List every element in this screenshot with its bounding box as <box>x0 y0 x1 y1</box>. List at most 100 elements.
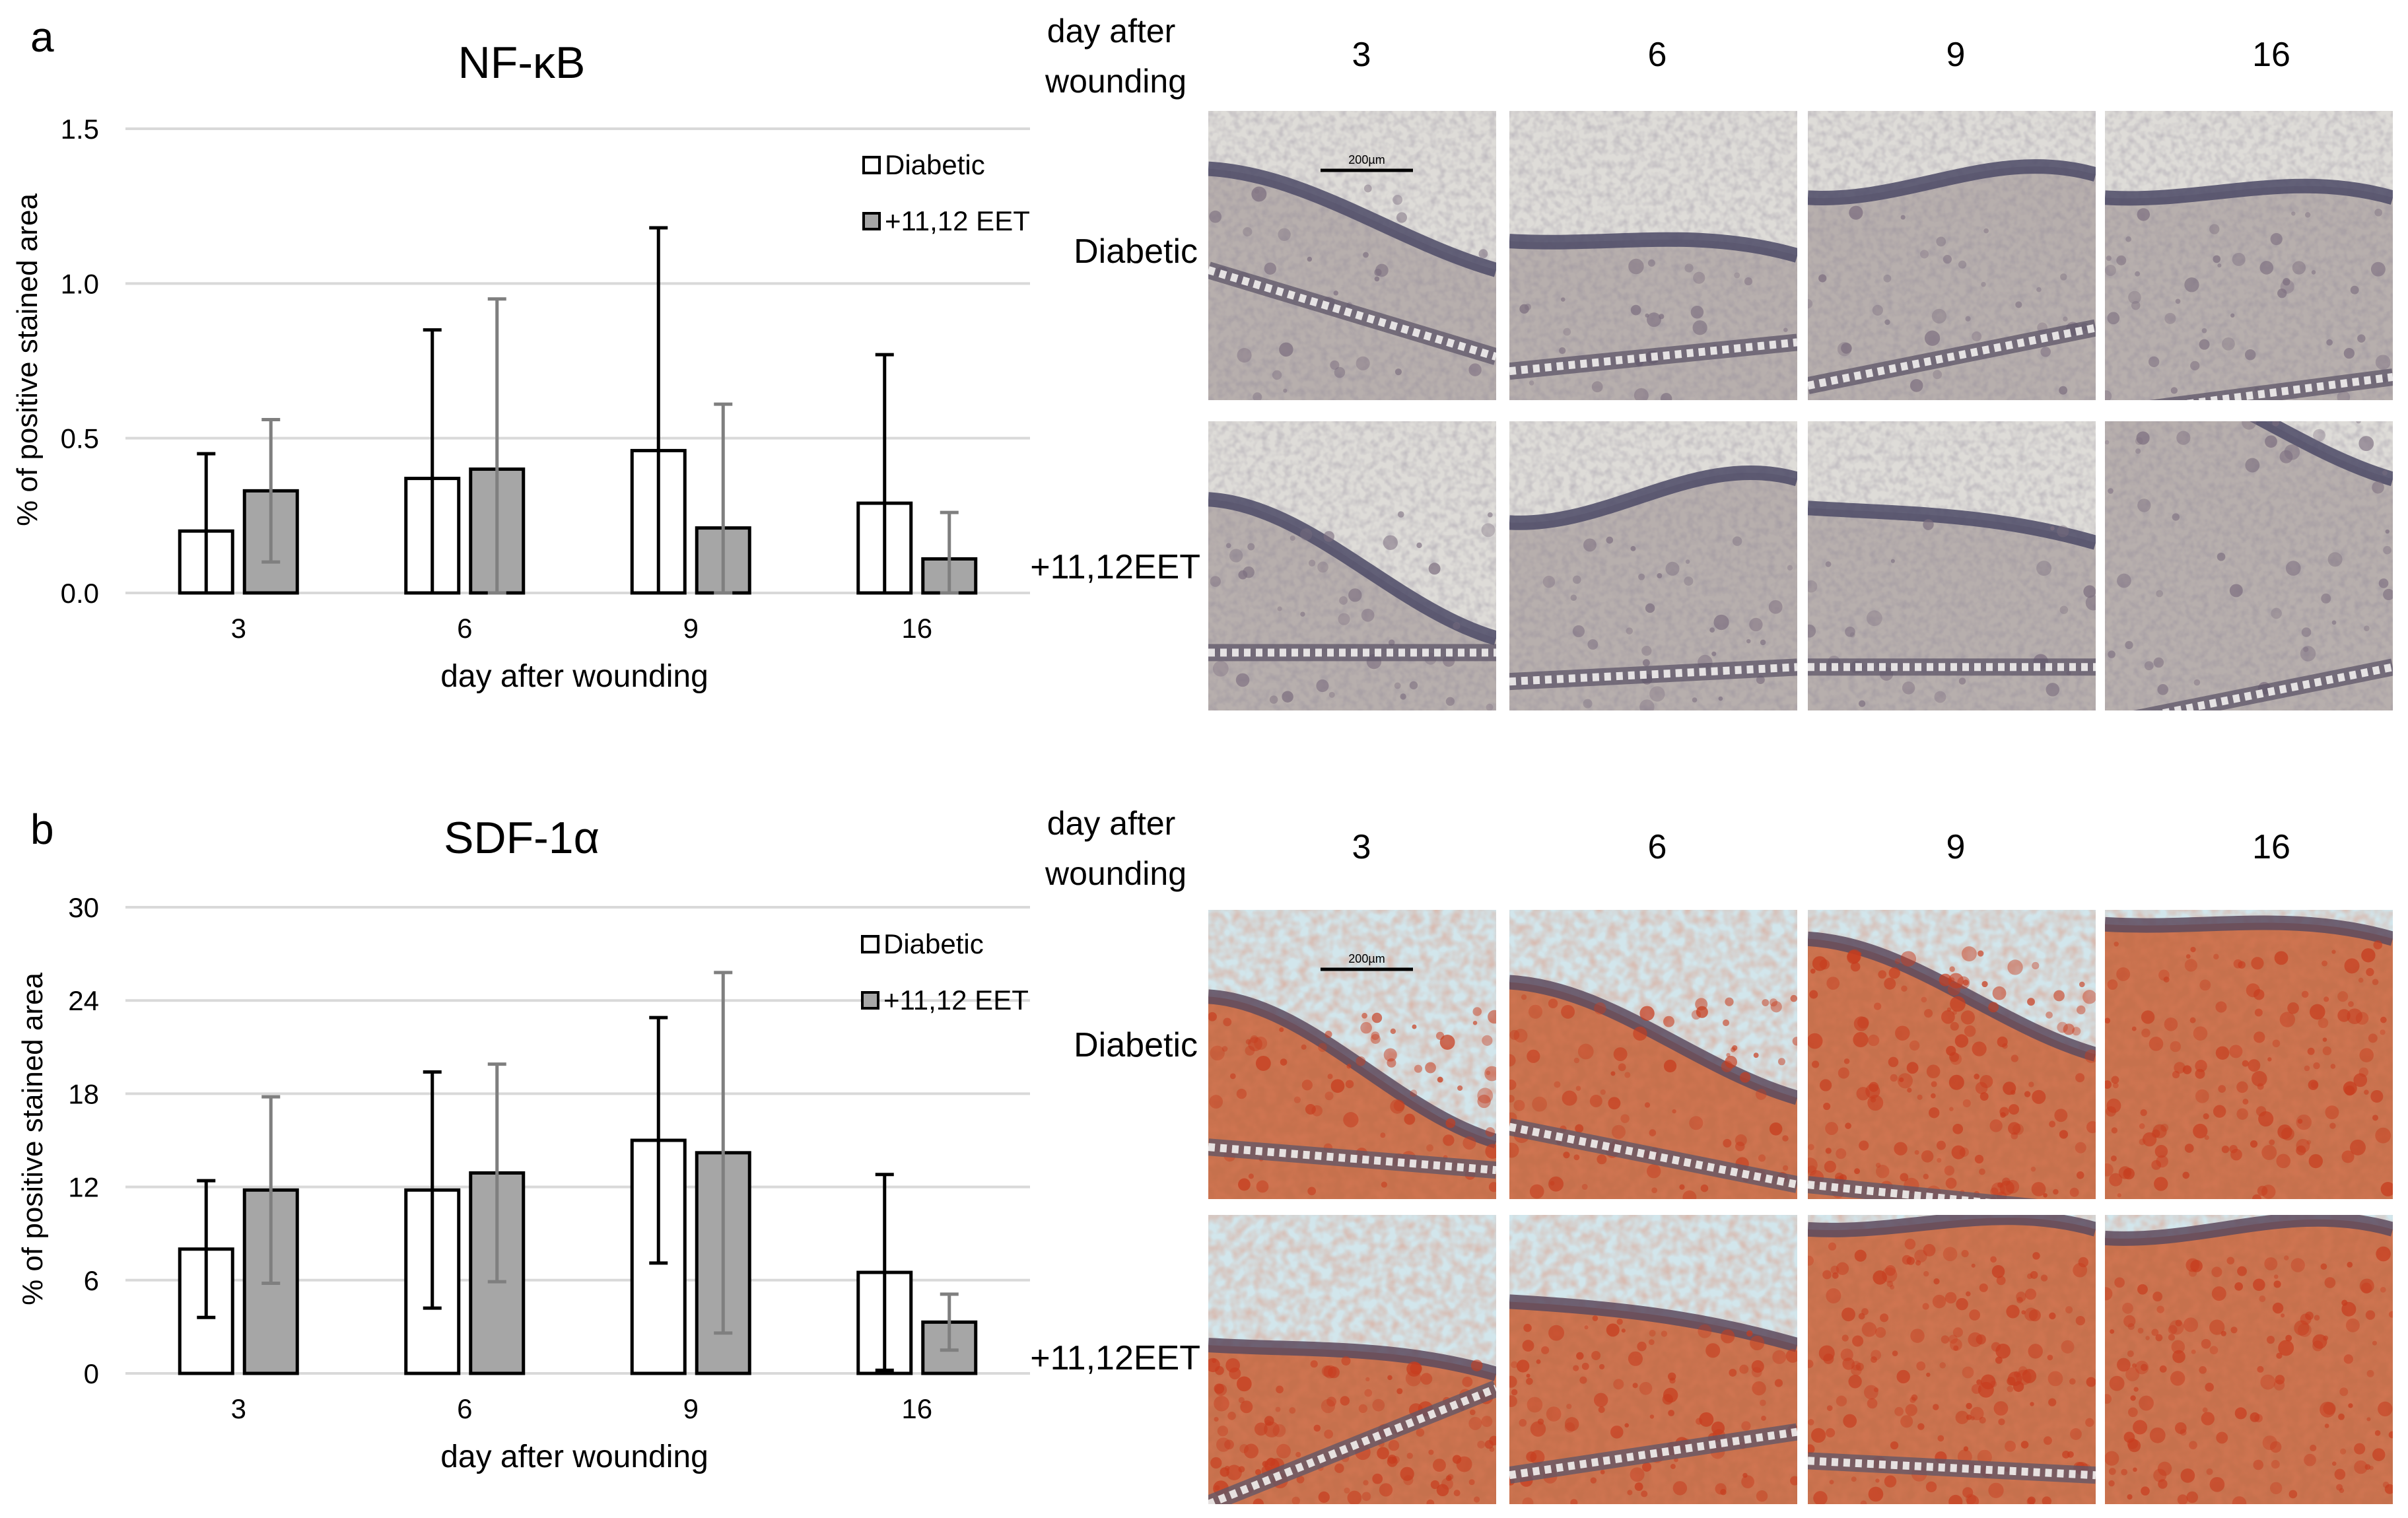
micrograph-a-r1-c3-stain-spot <box>2301 627 2312 637</box>
micrograph-b-r0-c2-stain-spot <box>1897 1073 1913 1089</box>
micrograph-a-r0-c2-epidermis <box>1808 159 2096 206</box>
micrograph-b-r0-c2-stain-spot <box>2000 1112 2006 1118</box>
micrograph-b-r0-c2-stain-spot <box>2043 1192 2047 1198</box>
micrograph-b-r0-c3-stain-spot <box>2248 1059 2261 1072</box>
micrograph-a-r0-c1-stain-spot <box>1628 258 1644 275</box>
micrograph-b-r0-c1-stain-spot <box>1581 1183 1588 1190</box>
legend-swatch-eet-b <box>861 991 879 1010</box>
micrograph-b-r1-c3-stain-spot <box>2109 1375 2125 1391</box>
micrograph-b-r1-c3-stain-spot <box>2205 1383 2214 1392</box>
micrograph-b-r0-c2-stain-spot <box>2075 1073 2085 1083</box>
micrograph-b-r1-c0-stain-spot <box>1324 1430 1334 1439</box>
micrograph-b-r1-c0-stain-spot <box>1456 1456 1472 1472</box>
micrograph-b-r0-c3-stain-spot <box>2174 1062 2185 1074</box>
micrograph-b-r1-c2-stain-spot <box>2061 1340 2075 1354</box>
micrograph-b-r1-c3-stain-spot <box>2108 1480 2115 1487</box>
micrograph-b-r1-c3-stain-spot <box>2374 1430 2381 1436</box>
micrograph-grid-a: day after wounding 3 6 9 16 Diabetic +11… <box>1030 13 2393 710</box>
micrograph-a-r0-c0-stain-spot <box>1330 360 1340 370</box>
micrograph-b-r1-c0-stain-spot <box>1220 1467 1229 1477</box>
micrograph-b-r0-c0-stain-spot <box>1255 1056 1271 1071</box>
micrograph-b-r0-c3-stain-spot <box>2242 1060 2249 1067</box>
micrograph-b-r0-c1-stain-spot <box>1573 1057 1580 1064</box>
micrograph-a-r1-c0-stain-spot <box>1269 695 1278 704</box>
micrograph-b-r0-c3-stain-spot <box>2184 1144 2194 1153</box>
micrograph-b-r1-c1-stain-spot <box>1750 1335 1765 1351</box>
micrograph-a-r0-c3-stain-spot <box>2375 355 2391 370</box>
micrograph-b-r0-c2-stain-spot <box>2027 998 2035 1006</box>
micrograph-a-r1-c1-content <box>1509 421 1797 710</box>
micrograph-b-r1-c1-stain-spot <box>1741 1475 1754 1489</box>
micrograph-b-r1-c2-stain-spot <box>1836 1395 1847 1407</box>
micrograph-b-r1-c0-stain-spot <box>1358 1404 1367 1413</box>
micrograph-b-r0-c0-stain-spot <box>1356 1056 1366 1066</box>
micrograph-a-r0-c2-stain-spot <box>2060 273 2067 281</box>
micrograph-b-r1-c3-stain-spot <box>2206 1468 2213 1475</box>
micrograph-a-r1-c3-stain-spot <box>2153 657 2164 668</box>
micrograph-a-r0-c3-stain-spot <box>2291 211 2296 216</box>
micrograph-b-r1-c0-stain-spot <box>1210 1457 1222 1469</box>
micrograph-b-r1-c1-muscle-beads <box>1509 1428 1797 1480</box>
micrograph-b-r1-c1-stain-spot <box>1668 1410 1674 1416</box>
micrograph-b-r0-c3-stain-spot <box>2236 1081 2248 1093</box>
micrograph-a-r0-c0-stain-spot <box>1356 356 1370 370</box>
micro-header-b: day after wounding <box>1045 805 1187 892</box>
micrograph-a-r1-c3-stain-spot <box>2358 436 2374 452</box>
micrograph-b-r0-c2-stain-spot <box>2024 1091 2031 1097</box>
micrograph-b-r1-c1-stain-spot <box>1509 1375 1517 1388</box>
micrograph-b-r0-c1-stain-spot <box>1532 1096 1548 1112</box>
micrograph-b-r0-c2-stain-spot <box>2069 1187 2079 1197</box>
micrograph-b-r0-c0-stain-spot <box>1209 1095 1223 1109</box>
micrograph-b-r1-c1-stain-spot <box>1516 1360 1530 1373</box>
micrograph-b-r1-c0-stain-spot <box>1326 1397 1336 1407</box>
micrograph-b-r0-c3-stain-spot <box>2111 1076 2119 1084</box>
micrograph-b-r1-c0-stain-spot <box>1363 1480 1369 1486</box>
micrograph-b-r0-c2-stain-spot <box>2011 1054 2018 1062</box>
micrograph-b-r1-c1 <box>1509 1215 1797 1504</box>
micrograph-b-r0-c3-stain-spot <box>2257 1185 2268 1196</box>
micrograph-a-r1-c0-stain-spot <box>1243 566 1255 578</box>
micrograph-b-r0-c2-stain-spot <box>1952 1123 1964 1134</box>
micrograph-b-r0-c2-stain-spot <box>2011 1089 2016 1095</box>
micrograph-b-r0-c1-stain-spot <box>1790 994 1797 1002</box>
micrograph-b-r0-c3-stain-spot <box>2230 1148 2242 1161</box>
micrograph-a-r0-c1-stain-spot <box>1560 297 1565 302</box>
micrograph-a-r1-c0-stain-spot <box>1481 523 1496 537</box>
micrograph-b-r1-c3-stain-spot <box>2339 1387 2349 1397</box>
micrograph-b-r1-c1-stain-spot <box>1523 1323 1532 1332</box>
micrograph-b-r0-c2-stain-spot <box>2032 961 2040 970</box>
micrograph-b-r1-c2-stain-spot <box>1826 1288 1841 1303</box>
micrograph-b-r0-c3-stain-spot <box>2152 1124 2167 1138</box>
micrograph-b-r1-c2-stain-spot <box>1875 1327 1886 1338</box>
micrograph-a-r1-c3-stain-spot <box>2331 620 2337 625</box>
micrograph-b-r0-c2-stain-spot <box>2049 1121 2056 1128</box>
micrograph-a-r0-c0-stain-spot <box>1283 388 1288 393</box>
micrograph-a-r1-c0-stain-spot <box>1339 596 1348 605</box>
micrograph-b-r0-c3-stain-spot <box>2254 1008 2263 1017</box>
micrograph-b-r0-c3-stain-spot <box>2195 1089 2209 1103</box>
micrograph-b-r1-c3-stain-spot <box>2262 1435 2277 1451</box>
micrograph-b-r1-c2-stain-spot <box>1828 1242 1837 1251</box>
micrograph-b-r0-c3-stain-spot <box>2272 1039 2281 1048</box>
micrograph-b-r1-c3-stain-spot <box>2127 1323 2135 1330</box>
micrograph-a-r0-c2 <box>1808 111 2096 400</box>
micrograph-a-r0-c3-stain-spot <box>2370 261 2386 277</box>
micrograph-b-r1-c3-stain-spot <box>2153 1468 2167 1482</box>
micrograph-b-r0-c2-stain-spot <box>1949 977 1955 983</box>
micrograph-b-r0-c2-stain-spot <box>1838 1067 1849 1079</box>
micrograph-b-r1-c2-stain-spot <box>1871 1356 1877 1363</box>
micrograph-b-r0-c2-stain-spot <box>1894 958 1901 965</box>
micrograph-b-r0-c3-stain-spot <box>2301 990 2309 998</box>
micrograph-b-r0-c3-stain-spot <box>2368 1033 2378 1043</box>
micrograph-b-r0-c3-stain-spot <box>2310 1004 2325 1020</box>
micrograph-b-r1-c0-stain-spot <box>1276 1443 1291 1459</box>
micrograph-b-r0-c2-stain-spot <box>1825 1148 1832 1154</box>
micro-col-a-9: 9 <box>1946 36 1966 74</box>
micrograph-b-r0-c2-stain-spot <box>1857 1016 1869 1029</box>
micrograph-b-r1-c0-stain-spot <box>1436 1484 1449 1497</box>
micrograph-b-r1-c0-stain-spot <box>1341 1356 1351 1366</box>
micrograph-b-r0-c0-stain-spot <box>1318 1043 1327 1052</box>
micrograph-b-r1-c3-stain-spot <box>2155 1334 2163 1342</box>
y-tick-label-b: 6 <box>84 1265 99 1296</box>
micrograph-b-r1-c3-stain-spot <box>2174 1422 2187 1434</box>
